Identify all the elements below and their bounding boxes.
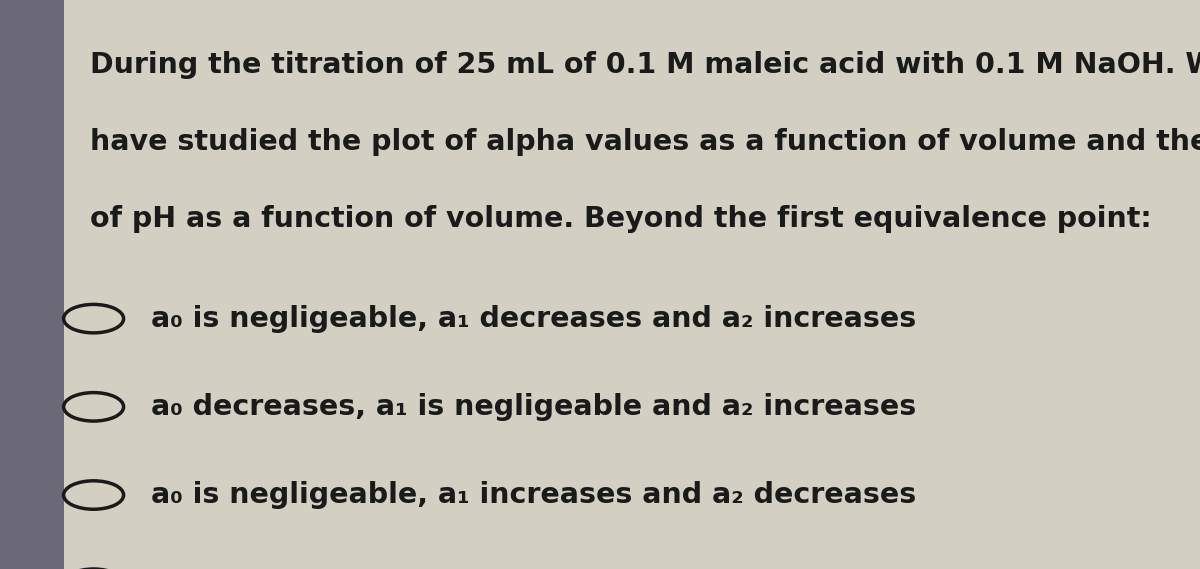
Text: a₀ is negligeable, a₁ decreases and a₂ increases: a₀ is negligeable, a₁ decreases and a₂ i… [151, 304, 917, 333]
Text: of pH as a function of volume. Beyond the first equivalence point:: of pH as a function of volume. Beyond th… [90, 205, 1152, 233]
Text: During the titration of 25 mL of 0.1 M maleic acid with 0.1 M NaOH. We: During the titration of 25 mL of 0.1 M m… [90, 51, 1200, 79]
Text: have studied the plot of alpha values as a function of volume and the plot: have studied the plot of alpha values as… [90, 128, 1200, 156]
Text: a₀ is negligeable, a₁ increases and a₂ decreases: a₀ is negligeable, a₁ increases and a₂ d… [151, 481, 917, 509]
Bar [0, 0, 64, 569]
Text: a₀ decreases, a₁ is negligeable and a₂ increases: a₀ decreases, a₁ is negligeable and a₂ i… [151, 393, 917, 421]
